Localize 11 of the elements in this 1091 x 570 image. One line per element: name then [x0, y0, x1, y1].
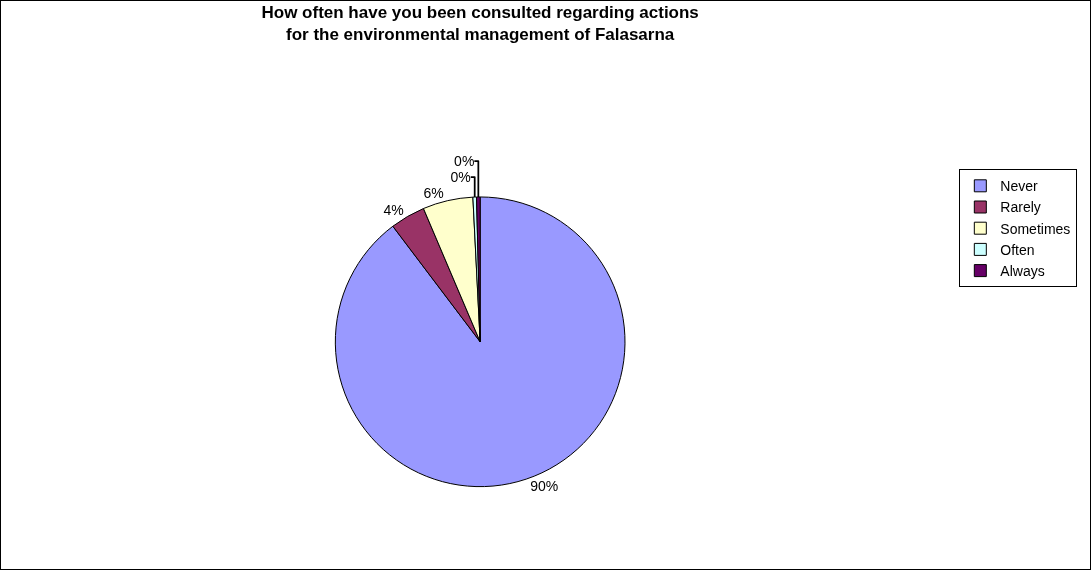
- legend-label: Never: [1000, 178, 1038, 195]
- data-label: 0%: [450, 169, 471, 186]
- data-label: 6%: [423, 185, 444, 202]
- data-label: 4%: [383, 202, 404, 219]
- legend-label: Sometimes: [1000, 220, 1071, 237]
- legend-label: Always: [1000, 263, 1045, 280]
- chart-title: How often have you been consulted regarding actions for the environmental management of Falasarna: [261, 3, 699, 45]
- legend-label: Rarely: [1000, 199, 1041, 216]
- data-label: 90%: [530, 478, 559, 495]
- legend-label: Often: [1000, 241, 1035, 258]
- data-label: 0%: [454, 153, 475, 170]
